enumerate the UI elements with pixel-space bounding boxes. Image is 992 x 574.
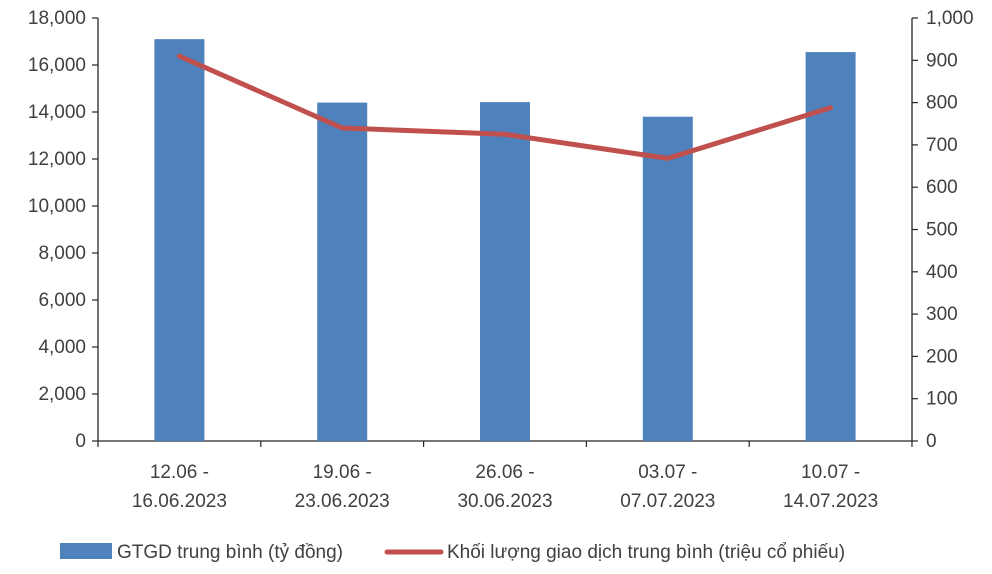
category-label: 26.06 - 30.06.2023: [457, 462, 552, 512]
left-tick-label: 6,000: [38, 290, 86, 311]
left-tick-label: 0: [75, 431, 86, 452]
category-label-line: 23.06.2023: [295, 491, 390, 512]
bar: [480, 102, 530, 441]
line-point: [178, 55, 180, 57]
category-label-line: 12.06 -: [150, 462, 209, 483]
right-tick-label: 0: [926, 431, 937, 452]
legend-label-bar: GTGD trung bình (tỷ đồng): [117, 542, 343, 563]
category-label: 10.07 - 14.07.2023: [783, 462, 878, 512]
category-axis-labels: 12.06 - 16.06.2023 19.06 - 23.06.2023 26.06 …: [97, 441, 913, 512]
right-tick-label: 100: [926, 389, 958, 410]
left-tick-label: 12,000: [28, 149, 86, 170]
right-tick-label: 300: [926, 304, 958, 325]
legend: GTGD trung bình (tỷ đồng) Khối lượng giao…: [60, 542, 845, 563]
left-tick-label: 16,000: [28, 55, 86, 76]
left-tick-label: 18,000: [28, 8, 86, 29]
line-point: [830, 107, 832, 109]
category-label-line: 19.06 -: [313, 462, 372, 483]
left-tick-label: 10,000: [28, 196, 86, 217]
right-tick-label: 400: [926, 262, 958, 283]
legend-swatch-bar: [60, 543, 112, 559]
right-axis-ticks: 0 100 200 300 400 500 600 700 800 900 1,000: [912, 8, 974, 452]
category-label: 19.06 - 23.06.2023: [295, 462, 390, 512]
right-tick-label: 200: [926, 346, 958, 367]
right-tick-label: 1,000: [926, 8, 974, 29]
right-tick-label: 800: [926, 93, 958, 114]
bar: [642, 116, 693, 441]
right-tick-label: 500: [926, 220, 958, 241]
bar: [805, 52, 856, 441]
line-point: [504, 133, 506, 135]
line-point: [667, 157, 669, 159]
category-label-line: 14.07.2023: [783, 491, 878, 512]
category-label-line: 10.07 -: [801, 462, 860, 483]
left-tick-label: 4,000: [38, 337, 86, 358]
bar: [154, 39, 205, 442]
category-label-line: 16.06.2023: [132, 491, 227, 512]
category-label-line: 07.07.2023: [620, 491, 715, 512]
left-axis-ticks: 0 2,000 4,000 6,000 8,000 10,000 12,000 14,000 1…: [28, 8, 98, 452]
category-label: 12.06 - 16.06.2023: [132, 462, 227, 512]
category-label-line: 03.07 -: [638, 462, 697, 483]
category-label-line: 26.06 -: [475, 462, 534, 483]
left-tick-label: 8,000: [38, 243, 86, 264]
left-tick-label: 2,000: [38, 384, 86, 405]
bar: [317, 102, 368, 441]
right-tick-label: 700: [926, 135, 958, 156]
category-label: 03.07 - 07.07.2023: [620, 462, 715, 512]
category-label-line: 30.06.2023: [457, 491, 552, 512]
right-tick-label: 900: [926, 50, 958, 71]
line-series: [176, 53, 834, 161]
legend-label-line: Khối lượng giao dịch trung bình (triệu c…: [447, 542, 845, 563]
right-tick-label: 600: [926, 177, 958, 198]
line-point: [341, 127, 343, 129]
left-tick-label: 14,000: [28, 102, 86, 123]
bar-series: [154, 39, 856, 442]
